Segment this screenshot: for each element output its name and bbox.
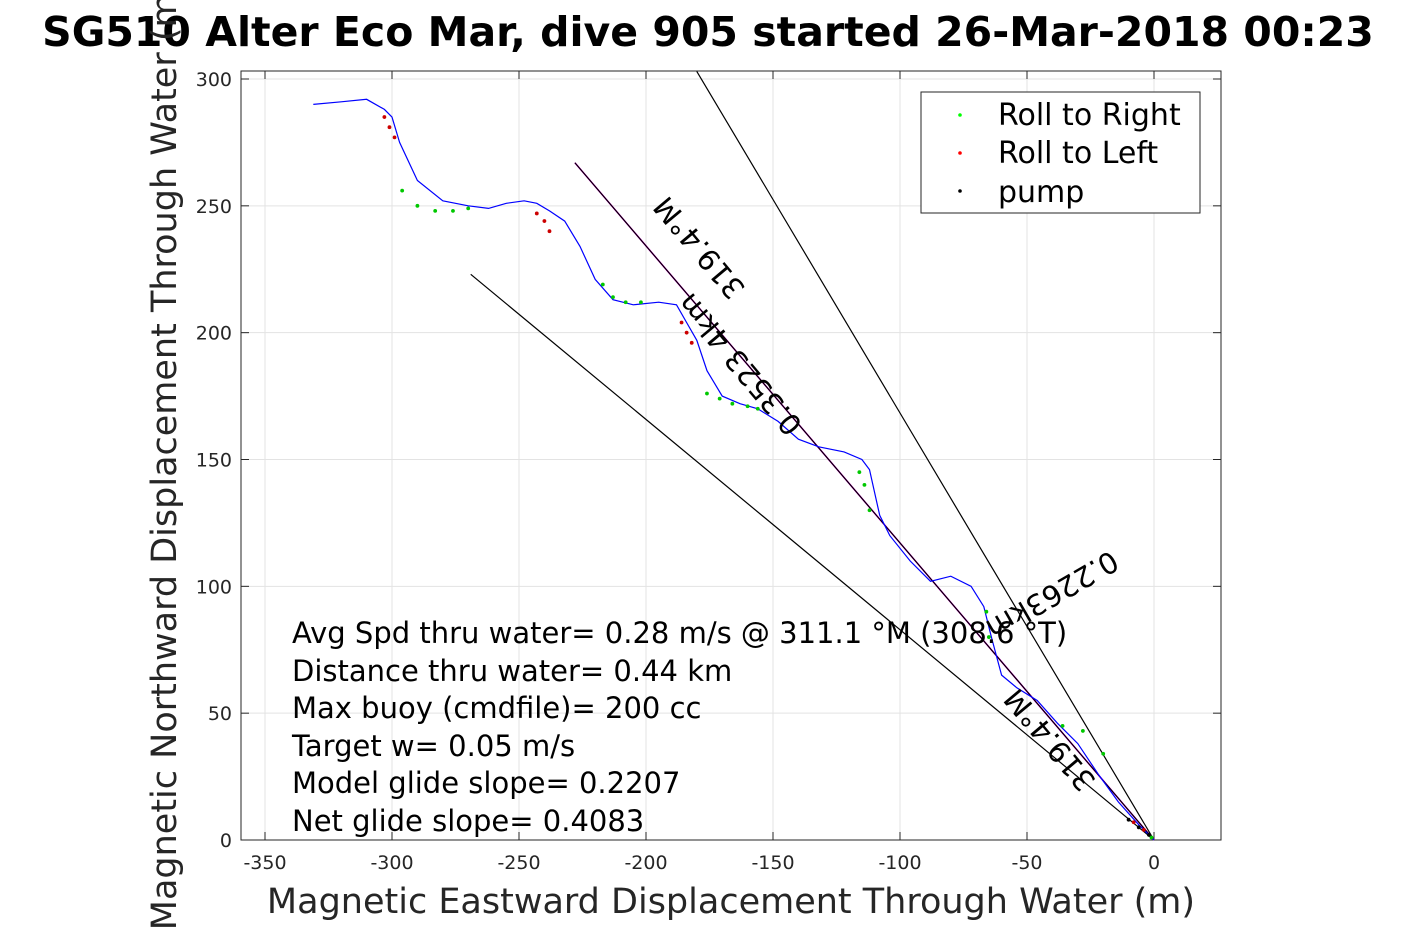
roll-left-marker (547, 229, 552, 234)
x-tick-label: -350 (243, 852, 286, 874)
roll-right-marker (745, 404, 750, 409)
stats-block: Avg Spd thru water= 0.28 m/s @ 311.1 °M … (291, 616, 1067, 838)
chart-title: SG510 Alter Eco Mar, dive 905 started 26… (42, 8, 1374, 56)
roll-right-marker (600, 282, 605, 287)
x-tick-label: -200 (624, 852, 667, 874)
legend-box (920, 91, 1201, 214)
y-tick-label: 100 (196, 576, 232, 598)
roll-right-marker (1101, 751, 1106, 756)
legend-label-roll-right: Roll to Right (998, 98, 1181, 133)
roll-right-marker (755, 406, 760, 411)
legend-marker-roll-right (958, 113, 962, 117)
roll-right-marker (433, 209, 438, 213)
roll-left-marker (392, 135, 397, 140)
stat-line: Avg Spd thru water= 0.28 m/s @ 311.1 °M … (292, 616, 1067, 650)
bearing-annotation: 0.3523 4km (671, 287, 809, 442)
roll-right-marker (611, 295, 615, 300)
roll-left-marker (382, 115, 387, 119)
x-tick-label: -300 (370, 852, 413, 874)
stat-line: Target w= 0.05 m/s (291, 729, 575, 763)
roll-right-marker (623, 300, 628, 305)
roll-right-marker (730, 401, 735, 406)
roll-right-marker (857, 470, 862, 475)
legend-label-pump: pump (998, 175, 1084, 210)
x-axis-label: Magnetic Eastward Displacement Through W… (267, 882, 1195, 922)
bearing-annotation: 319.4°M (647, 190, 752, 306)
roll-right-marker (984, 609, 989, 614)
roll-left-marker (684, 330, 689, 335)
roll-right-marker (466, 206, 471, 211)
axis-ticks: -350 -300 -250 -200 -150 -100 -50 0 0 50 100 150 200… (196, 69, 1221, 874)
legend-marker-pump (958, 189, 962, 193)
y-tick-label: 300 (196, 69, 232, 91)
roll-markers (382, 115, 1154, 840)
roll-left-marker (534, 211, 539, 216)
roll-left-marker (1131, 820, 1136, 825)
stat-line: Net glide slope= 0.4083 (292, 804, 644, 838)
x-tick-label: -50 (1011, 852, 1042, 874)
roll-right-marker (862, 482, 867, 487)
stat-line: Distance thru water= 0.44 km (292, 654, 732, 688)
axes-frame (240, 70, 1222, 841)
roll-left-marker (542, 219, 547, 223)
reference-lines (470, 71, 1155, 841)
roll-right-marker (451, 209, 455, 213)
reference-line (470, 273, 1155, 841)
stat-line: Max buoy (cmdfile)= 200 cc (292, 691, 701, 725)
roll-right-marker (867, 508, 872, 513)
x-tick-label: -150 (751, 852, 794, 874)
glider-track-line (313, 98, 1155, 841)
legend-label-roll-left: Roll to Left (998, 136, 1158, 171)
roll-left-marker (679, 320, 684, 325)
roll-right-marker (639, 300, 643, 305)
y-tick-label: 250 (196, 196, 232, 218)
roll-right-marker (1060, 723, 1065, 728)
y-tick-label: 0 (220, 830, 232, 852)
pump-marker (1147, 833, 1151, 837)
y-tick-label: 50 (208, 703, 232, 725)
pump-marker (1136, 825, 1141, 830)
roll-right-marker (415, 203, 420, 208)
legend: Roll to Right Roll to Left pump (920, 91, 1201, 214)
x-tick-label: -250 (497, 852, 540, 874)
roll-left-marker (1141, 827, 1146, 832)
x-tick-label: 0 (1148, 852, 1160, 874)
roll-right-marker (1149, 835, 1154, 840)
stat-line: Model glide slope= 0.2207 (292, 766, 680, 800)
x-tick-label: -100 (878, 852, 921, 874)
bearing-annotation: 319.4°M (997, 682, 1102, 798)
reference-line (696, 71, 1155, 841)
y-tick-label: 200 (196, 323, 232, 345)
reference-line (574, 162, 1155, 841)
roll-right-marker (987, 635, 991, 639)
y-tick-label: 150 (196, 450, 232, 472)
roll-right-marker (400, 188, 405, 193)
y-axis-label: Magnetic Northward Displacement Through … (145, 0, 185, 930)
roll-right-marker (717, 396, 722, 401)
pump-marker (1126, 817, 1131, 822)
roll-right-marker (705, 391, 709, 396)
roll-right-marker (1080, 729, 1085, 733)
legend-marker-roll-left (958, 151, 962, 155)
roll-left-marker (689, 340, 694, 345)
roll-left-marker (387, 125, 392, 130)
